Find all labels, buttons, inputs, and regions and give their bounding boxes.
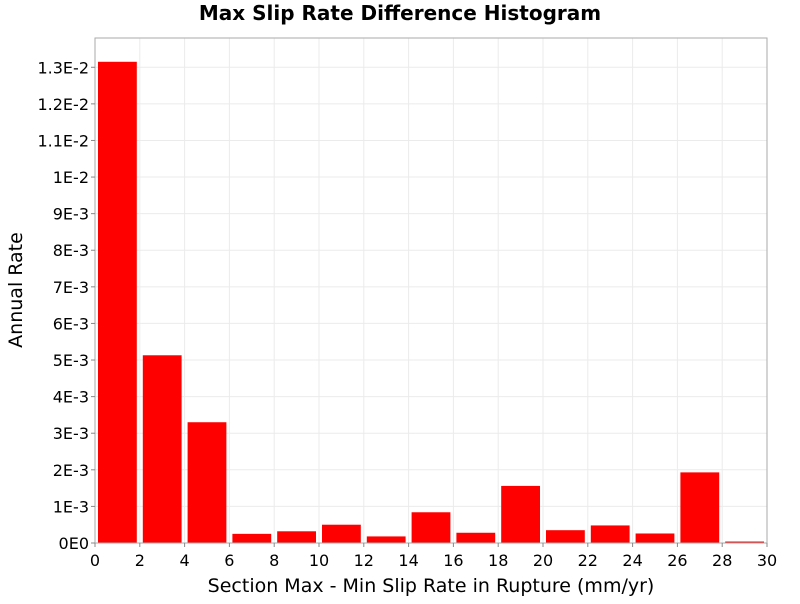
y-tick-label: 0E0 [59, 534, 89, 553]
y-tick-label: 7E-3 [53, 278, 89, 297]
bar [366, 536, 406, 543]
x-tick-label: 30 [757, 551, 777, 570]
x-tick-label: 24 [622, 551, 642, 570]
x-tick-label: 4 [180, 551, 190, 570]
plot-border [94, 37, 768, 544]
x-tick-label: 14 [398, 551, 418, 570]
y-tick-label: 9E-3 [53, 205, 89, 224]
x-tick-label: 8 [269, 551, 279, 570]
bar [725, 541, 764, 543]
chart-title: Max Slip Rate Difference Histogram [199, 1, 601, 25]
y-tick-label: 3E-3 [53, 424, 89, 443]
bar [546, 530, 585, 543]
bar [590, 525, 630, 543]
y-tick-label: 1.1E-2 [37, 131, 89, 150]
y-tick-label: 1.2E-2 [37, 95, 89, 114]
bar [456, 532, 496, 543]
x-tick-label: 12 [354, 551, 374, 570]
x-tick-label: 18 [488, 551, 508, 570]
bar [98, 61, 137, 544]
bars [98, 61, 764, 544]
x-tick-label: 20 [533, 551, 553, 570]
bar [277, 531, 316, 543]
y-axis-label: Annual Rate [5, 232, 27, 348]
y-axis-ticks: 0E0 1E-3 2E-3 3E-3 4E-3 5E-3 6E-3 7E-3 8E-3 9E-3 1… [37, 58, 95, 553]
x-axis-label: Section Max - Min Slip Rate in Rupture (… [208, 575, 655, 597]
y-tick-label: 5E-3 [53, 351, 89, 370]
bar [680, 472, 720, 543]
bar [322, 524, 361, 543]
y-tick-label: 4E-3 [53, 388, 89, 407]
x-tick-label: 10 [309, 551, 329, 570]
y-tick-label: 6E-3 [53, 314, 89, 333]
bar [142, 355, 182, 543]
bar [635, 533, 675, 543]
y-tick-label: 2E-3 [53, 461, 89, 480]
bar [501, 485, 540, 543]
x-tick-label: 28 [712, 551, 732, 570]
y-tick-label: 1.3E-2 [37, 58, 89, 77]
x-tick-label: 0 [90, 551, 100, 570]
x-tick-label: 26 [667, 551, 687, 570]
x-tick-label: 16 [443, 551, 463, 570]
y-tick-label: 1E-3 [53, 497, 89, 516]
x-tick-label: 2 [135, 551, 145, 570]
y-tick-label: 1E-2 [53, 168, 89, 187]
bar [187, 422, 227, 543]
y-tick-label: 8E-3 [53, 241, 89, 260]
x-tick-label: 22 [578, 551, 598, 570]
x-axis-ticks: 0 2 4 6 8 10 12 14 16 18 20 22 24 26 28 30 [90, 543, 777, 570]
bar [411, 512, 451, 543]
bar [232, 533, 272, 543]
x-tick-label: 6 [224, 551, 234, 570]
